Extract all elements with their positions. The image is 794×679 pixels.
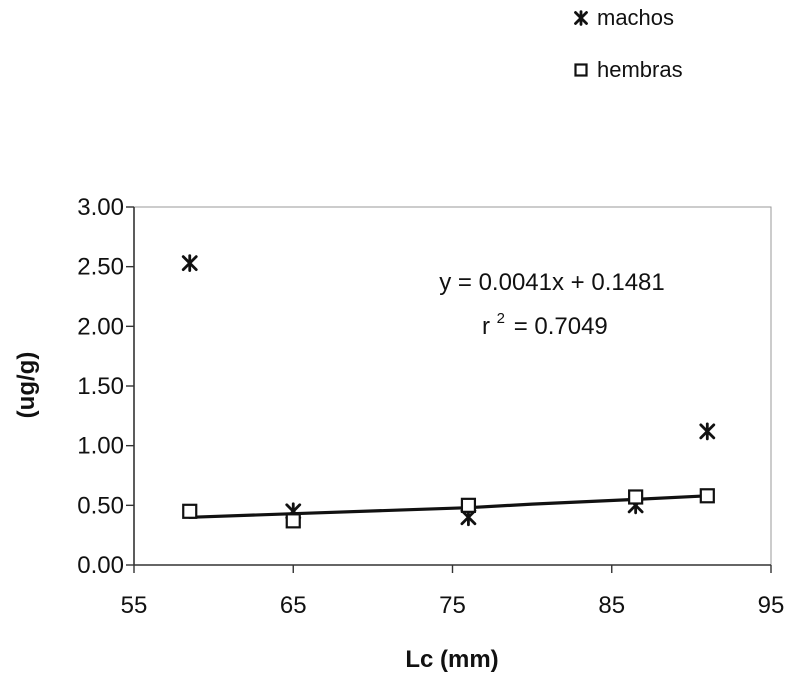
data-point-hembras bbox=[628, 489, 644, 505]
x-axis-title: Lc (mm) bbox=[405, 646, 498, 673]
y-tick-label: 2.00 bbox=[77, 313, 124, 340]
legend-asterisk-icon bbox=[574, 10, 588, 26]
x-tick-label: 95 bbox=[758, 592, 785, 619]
x-axis-ticks: 55 65 75 85 95 bbox=[121, 565, 785, 619]
y-axis-title: (ug/g) bbox=[13, 352, 40, 419]
r-squared-exponent: 2 bbox=[497, 310, 505, 327]
trendline-r-squared: r 2 = 0.7049 bbox=[482, 302, 608, 340]
x-tick-label: 65 bbox=[280, 592, 307, 619]
x-tick-label: 85 bbox=[598, 592, 625, 619]
y-axis-ticks: 0.00 0.50 1.00 1.50 2.00 2.50 3.00 bbox=[77, 194, 134, 579]
data-points-layer bbox=[181, 254, 716, 529]
data-point-hembras bbox=[699, 488, 715, 504]
data-point-machos bbox=[181, 254, 198, 272]
data-point-hembras bbox=[460, 497, 477, 513]
x-tick-label: 75 bbox=[439, 592, 466, 619]
y-tick-label: 3.00 bbox=[77, 194, 124, 221]
y-tick-label: 2.50 bbox=[77, 254, 124, 281]
r-squared-value: = 0.7049 bbox=[514, 313, 608, 340]
legend-label-machos: machos bbox=[597, 5, 674, 30]
trendline bbox=[188, 494, 709, 519]
y-tick-label: 0.00 bbox=[77, 552, 124, 579]
y-tick-label: 1.00 bbox=[77, 433, 124, 460]
legend-marker-hembras bbox=[574, 63, 588, 77]
data-point-hembras bbox=[182, 503, 198, 519]
y-tick-label: 0.50 bbox=[77, 492, 124, 519]
legend-marker-machos bbox=[574, 10, 588, 26]
data-point-machos bbox=[699, 422, 716, 441]
plot-area-frame bbox=[133, 206, 772, 566]
trendline-equation: y = 0.0041x + 0.1481 bbox=[439, 269, 665, 296]
trendline-layer bbox=[188, 494, 709, 519]
legend-label-hembras: hembras bbox=[597, 57, 683, 82]
trendline-annotation: y = 0.0041x + 0.1481 r 2 = 0.7049 bbox=[439, 269, 665, 340]
legend-square-icon bbox=[574, 63, 588, 77]
legend: machos hembras bbox=[574, 5, 683, 82]
r-squared-symbol: r bbox=[482, 313, 490, 340]
x-tick-label: 55 bbox=[121, 592, 148, 619]
data-point-hembras bbox=[285, 513, 301, 529]
y-tick-label: 1.50 bbox=[77, 373, 124, 400]
